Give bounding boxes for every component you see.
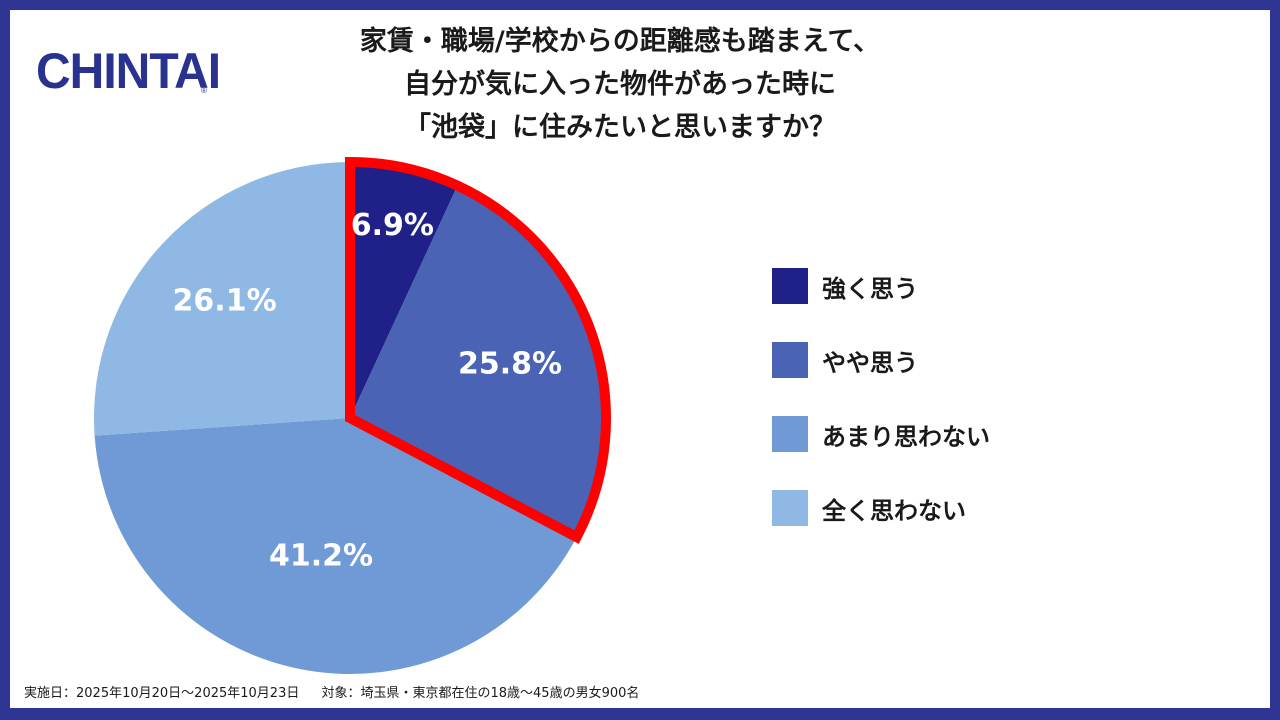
legend-swatch-1	[772, 268, 808, 304]
legend-label-3: あまり思わない	[822, 422, 990, 451]
logo-text: CHINTAI	[36, 43, 221, 100]
legend-swatch-4	[772, 490, 808, 526]
pie-slice-4	[94, 162, 350, 436]
slice-label-3: 41.2%	[269, 538, 373, 573]
pie-slice-1	[350, 162, 458, 418]
title-line-1: 家賃・職場/学校からの距離感も踏まえて、	[359, 26, 881, 57]
chart-frame: CHINTAI ® 家賃・職場/学校からの距離感も踏まえて、 自分が気に入った物…	[10, 10, 1270, 708]
slice-label-2: 25.8%	[458, 346, 562, 381]
chintai-logo: CHINTAI ®	[36, 32, 221, 102]
legend-swatch-2	[772, 342, 808, 378]
slice-label-1: 6.9%	[351, 208, 434, 243]
highlight-outline	[345, 156, 611, 544]
survey-footer: 実施日：2025年10月20日～2025年10月23日 対象：埼玉県・東京都在住…	[24, 682, 657, 701]
legend-item-1: 強く思う	[772, 266, 918, 306]
legend-item-3: あまり思わない	[772, 414, 990, 454]
survey-period: 実施日：2025年10月20日～2025年10月23日	[24, 686, 300, 701]
legend-label-1: 強く思う	[822, 274, 918, 303]
title-line-3: 「池袋」に住みたいと思いますか？	[404, 112, 836, 143]
pie-slice-3	[94, 418, 577, 674]
logo-registered-mark: ®	[201, 86, 207, 95]
pie-chart: 6.9% 25.8% 41.2% 26.1%	[94, 156, 611, 674]
legend-label-2: やや思う	[822, 348, 918, 377]
survey-target: 対象：埼玉県・東京都在住の18歳～45歳の男女900名	[321, 686, 640, 701]
legend-label-4: 全く思わない	[822, 496, 966, 525]
title-line-2: 自分が気に入った物件があった時に	[404, 69, 836, 100]
legend-swatch-3	[772, 416, 808, 452]
legend-item-4: 全く思わない	[772, 488, 966, 528]
chart-title: 家賃・職場/学校からの距離感も踏まえて、 自分が気に入った物件があった時に 「池…	[260, 20, 980, 149]
slice-label-4: 26.1%	[173, 283, 277, 318]
legend-item-2: やや思う	[772, 340, 918, 380]
